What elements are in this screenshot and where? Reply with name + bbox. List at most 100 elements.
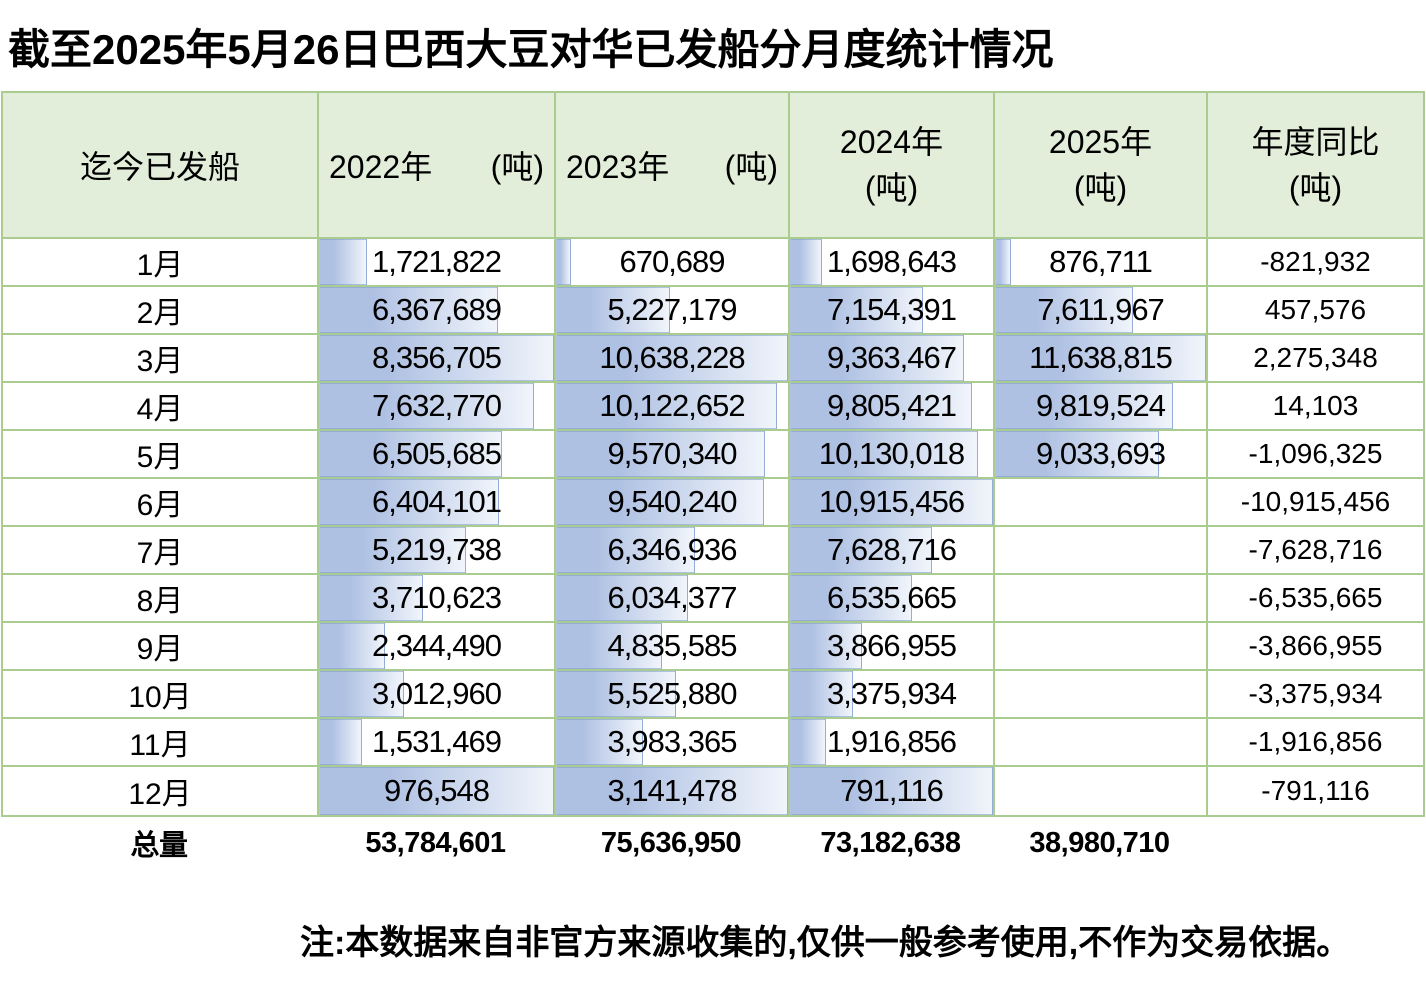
- value-cell-2023: 5,525,880: [556, 671, 790, 719]
- value-cell-2025: [995, 479, 1208, 527]
- yoy-cell: -821,932: [1208, 239, 1423, 287]
- value-cell-2023: 10,638,228: [556, 335, 790, 383]
- yoy-cell: -791,116: [1261, 775, 1370, 806]
- data-bar: [556, 479, 765, 525]
- value-cell-2025: 9,819,524: [995, 383, 1208, 431]
- value-text: 7,632,770: [372, 388, 502, 423]
- data-bar: [790, 767, 993, 815]
- value-cell-2023: 9,570,340: [556, 431, 790, 479]
- data-bar: [319, 623, 386, 669]
- yoy-cell: -10,915,456: [1208, 479, 1423, 527]
- value-cell-2025: [995, 719, 1208, 767]
- value-text: 9,540,240: [607, 484, 738, 519]
- value-cell-2022: 6,505,685: [319, 431, 556, 479]
- value-text: 3,866,955: [827, 628, 957, 663]
- value-text: 6,034,377: [607, 580, 738, 615]
- month-cell: 9月: [3, 623, 319, 671]
- value-cell-2024: 9,363,467: [790, 335, 995, 383]
- value-cell-2025: 9,033,693: [995, 431, 1208, 479]
- header-cell-yoy: 年度同比 (吨): [1208, 93, 1423, 239]
- value-cell-2023: 6,346,936: [556, 527, 790, 575]
- value-cell-2024: 10,915,456: [790, 479, 995, 527]
- value-text: 7,611,967: [1037, 292, 1165, 327]
- value-text: 2,344,490: [372, 628, 502, 663]
- yoy-cell: -3,375,934: [1208, 671, 1423, 719]
- data-bar: [556, 527, 695, 573]
- data-bar: [556, 623, 662, 669]
- value-cell-2022: 3,710,623: [319, 575, 556, 623]
- yoy-cell: 14,103: [1208, 383, 1423, 431]
- value-text: 670,689: [619, 244, 725, 279]
- value-text: 10,122,652: [599, 388, 745, 423]
- value-cell-2023: 3,141,478: [556, 767, 790, 815]
- value-text: 4,835,585: [607, 628, 738, 663]
- value-cell-2023: 6,034,377: [556, 575, 790, 623]
- totals-2024: 73,182,638: [820, 826, 961, 859]
- header-2024-unit: (吨): [864, 170, 919, 206]
- value-text: 1,531,469: [372, 724, 502, 759]
- data-bar: [790, 479, 993, 525]
- value-text: 9,033,693: [1036, 436, 1166, 471]
- data-bar: [319, 431, 502, 477]
- header-cell-2022: 2022年 (吨): [319, 93, 556, 239]
- header-2022-unit: (吨): [490, 149, 544, 185]
- value-text: 1,916,856: [827, 724, 957, 759]
- data-bar: [319, 575, 424, 621]
- yoy-cell: 457,576: [1208, 287, 1423, 335]
- value-cell-2022: 1,531,469: [319, 719, 556, 767]
- value-cell-2024: 7,628,716: [790, 527, 995, 575]
- value-text: 9,363,467: [827, 340, 957, 375]
- data-bar: [790, 287, 923, 333]
- data-bar: [556, 575, 688, 621]
- value-text: 6,367,689: [372, 292, 502, 327]
- value-cell-2022: 8,356,705: [319, 335, 556, 383]
- value-cell-2024: 6,535,665: [790, 575, 995, 623]
- value-text: 3,012,960: [372, 676, 502, 711]
- value-cell-2022: 5,219,738: [319, 527, 556, 575]
- value-text: 3,141,478: [607, 773, 738, 808]
- totals-2023: 75,636,950: [600, 826, 742, 859]
- value-cell-2025: [995, 671, 1208, 719]
- value-cell-2022: 2,344,490: [319, 623, 556, 671]
- data-bar: [995, 287, 1133, 333]
- value-text: 976,548: [383, 773, 490, 808]
- data-bar: [790, 335, 965, 381]
- data-bar: [995, 431, 1159, 477]
- yoy-cell: -1,916,856: [1208, 719, 1423, 767]
- month-cell: 7月: [3, 527, 319, 575]
- value-text: 6,505,685: [372, 436, 502, 471]
- value-text: 6,404,101: [372, 484, 502, 519]
- header-cell-2025: 2025年 (吨): [995, 93, 1208, 239]
- month-cell: 8月: [3, 575, 319, 623]
- header-2022-label: 2022年: [329, 149, 433, 185]
- value-cell-2024: 9,805,421: [790, 383, 995, 431]
- data-bar: [556, 767, 788, 815]
- data-bar: [319, 383, 534, 429]
- value-text: 10,638,228: [599, 340, 745, 375]
- month-cell: 11月: [3, 719, 319, 767]
- data-bar: [790, 383, 973, 429]
- yoy-cell: -1,096,325: [1208, 431, 1423, 479]
- data-bar: [319, 479, 499, 525]
- data-bar: [790, 671, 853, 717]
- value-cell-2025: 11,638,815: [995, 335, 1208, 383]
- data-bar: [319, 527, 466, 573]
- value-cell-2024: 1,916,856: [790, 719, 995, 767]
- value-text: 876,711: [1049, 244, 1153, 279]
- value-text: 8,356,705: [372, 340, 502, 375]
- data-bar: [319, 335, 554, 381]
- month-cell: 3月: [3, 335, 319, 383]
- month-cell: 12月: [3, 767, 319, 815]
- data-bar: [556, 719, 643, 765]
- value-cell-2025: [995, 527, 1208, 575]
- data-bar: [556, 671, 677, 717]
- value-cell-2023: 4,835,585: [556, 623, 790, 671]
- value-cell-2025: 7,611,967: [995, 287, 1208, 335]
- yoy-cell: -6,535,665: [1208, 575, 1423, 623]
- yoy-cell: -7,628,716: [1208, 527, 1423, 575]
- month-cell: 6月: [3, 479, 319, 527]
- value-text: 10,915,456: [818, 484, 965, 519]
- header-yoy-label: 年度同比: [1251, 123, 1380, 160]
- header-cell-2024: 2024年 (吨): [790, 93, 995, 239]
- header-cell-month: 迄今已发船: [3, 93, 319, 239]
